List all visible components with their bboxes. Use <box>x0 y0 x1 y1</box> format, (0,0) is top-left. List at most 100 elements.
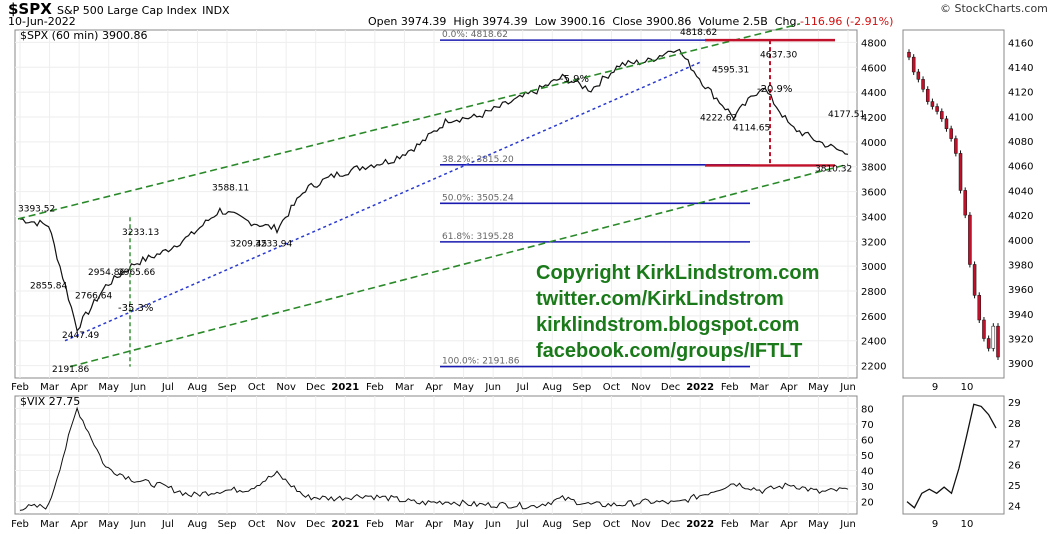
vix-x-tick: 2021 <box>331 519 359 530</box>
vix-y-tick: 60 <box>861 435 874 446</box>
price-annotation: 2855.84 <box>30 282 67 292</box>
price-annotation: 4637.30 <box>760 50 797 60</box>
price-x-tick: Feb <box>11 382 29 393</box>
stockcharts-watermark: © StockCharts.com <box>940 2 1048 15</box>
price-annotation: 2954.86 <box>88 268 125 278</box>
price-panel-frame <box>14 29 858 379</box>
price-y-tick: 3000 <box>861 262 886 273</box>
inset-candle <box>996 325 1000 358</box>
vix-y-tick: 50 <box>861 451 874 462</box>
vix-x-tick: Jul <box>161 519 174 530</box>
inset-candle <box>963 190 967 216</box>
price-annotation: 2965.66 <box>118 268 155 278</box>
inset-candle <box>944 118 949 129</box>
vix-x-tick: Jun <box>129 519 146 530</box>
inset-y-tick: 4040 <box>1008 186 1033 197</box>
inset-y-tick: 3960 <box>1008 285 1033 296</box>
low-value: 3900.16 <box>559 15 606 28</box>
price-annotation: 4595.31 <box>712 65 749 75</box>
vix-x-tick: Apr <box>780 519 798 530</box>
inset-y-tick: 4020 <box>1008 211 1033 222</box>
vix-x-tick: Jul <box>516 519 529 530</box>
inset-candle <box>921 79 925 90</box>
vix-x-tick: May <box>98 519 119 530</box>
vix-x-tick: Feb <box>721 519 739 530</box>
price-x-tick: Mar <box>750 382 770 393</box>
main-price-series <box>19 48 1000 511</box>
price-legend: $SPX (60 min) 3900.86 <box>20 29 147 42</box>
inset-candle <box>911 56 916 73</box>
vix-y-tick: 30 <box>861 482 874 493</box>
ticker-name: S&P 500 Large Cap Index <box>57 4 197 17</box>
inset-candle <box>907 51 911 58</box>
high-value: 3974.39 <box>482 15 528 28</box>
price-x-tick: Feb <box>721 382 739 393</box>
vix-inset-y-tick: 28 <box>1008 419 1021 430</box>
inset-candle <box>991 325 996 349</box>
vix-x-tick: Feb <box>366 519 384 530</box>
percent-annotation: -20.9% <box>757 84 792 95</box>
price-x-tick: Nov <box>631 382 651 393</box>
price-x-tick: Sep <box>218 382 237 393</box>
fibonacci-label: 38.2%: 3815.20 <box>442 155 514 165</box>
price-y-tick: 2600 <box>861 312 886 323</box>
vix-x-tick: Dec <box>306 519 325 530</box>
vix-legend: $VIX 27.75 <box>20 395 80 408</box>
percent-annotation: -5.9% <box>560 74 589 85</box>
vix-x-tick: Dec <box>661 519 680 530</box>
price-y-tick: 4600 <box>861 63 886 74</box>
vix-x-tick: Mar <box>40 519 60 530</box>
inset-candle <box>916 71 921 80</box>
price-y-tick: 2200 <box>861 362 886 373</box>
vix-y-tick: 80 <box>861 404 874 415</box>
price-x-tick: Dec <box>661 382 680 393</box>
price-x-tick: May <box>453 382 474 393</box>
price-x-tick: Jun <box>839 382 856 393</box>
vix-x-tick: Oct <box>603 519 620 530</box>
inset-y-tick: 4080 <box>1008 137 1033 148</box>
price-y-tick: 4200 <box>861 113 886 124</box>
price-annotation: 4177.51 <box>828 110 865 120</box>
vix-x-tick: Apr <box>70 519 88 530</box>
ticker-exchange: INDX <box>202 4 230 17</box>
price-x-tick: Mar <box>40 382 60 393</box>
price-x-tick: May <box>808 382 829 393</box>
vix-x-tick: Aug <box>188 519 208 530</box>
price-y-tick: 3400 <box>861 212 886 223</box>
price-annotation: 3810.32 <box>815 165 852 175</box>
vix-x-tick: Jun <box>839 519 856 530</box>
inset-y-tick: 4060 <box>1008 162 1033 173</box>
inset-candle <box>982 319 986 339</box>
inset-y-tick: 3920 <box>1008 335 1033 346</box>
price-annotation: 3233.94 <box>255 239 292 249</box>
vix-x-tick: Aug <box>543 519 563 530</box>
vix-x-tick: Jun <box>484 519 501 530</box>
inset-candle <box>930 101 935 107</box>
price-y-tick: 3600 <box>861 188 886 199</box>
change-value: -116.96 (-2.91%) <box>799 15 894 28</box>
vix-x-tick: Mar <box>750 519 770 530</box>
price-annotation: 2191.86 <box>52 365 89 375</box>
price-annotation: 2766.64 <box>75 291 112 301</box>
inset-candle <box>972 264 977 296</box>
grid-lines <box>15 30 857 514</box>
open-value: 3974.39 <box>400 15 447 28</box>
price-x-tick: Aug <box>543 382 563 393</box>
inset-y-tick: 3940 <box>1008 310 1033 321</box>
vix-y-tick: 20 <box>861 498 874 509</box>
vix-inset-frame <box>902 395 1005 515</box>
spx-price-line <box>19 48 849 332</box>
price-x-tick: Jun <box>484 382 501 393</box>
percent-annotation: -35.3% <box>118 303 153 314</box>
vix-inset-y-tick: 26 <box>1008 460 1021 471</box>
volume-value: 2.5B <box>742 15 768 28</box>
vix-line <box>19 406 849 511</box>
ohlc-summary: Open 3974.39 High 3974.39 Low 3900.16 Cl… <box>368 15 894 28</box>
inset-candle <box>958 153 963 191</box>
inset-y-tick: 3900 <box>1008 359 1033 370</box>
vix-x-tick: Sep <box>572 519 591 530</box>
inset-y-tick: 4160 <box>1008 38 1033 49</box>
price-y-tick: 2400 <box>861 337 886 348</box>
upper-trend-channel <box>17 23 801 220</box>
trend-drawings <box>17 23 849 368</box>
